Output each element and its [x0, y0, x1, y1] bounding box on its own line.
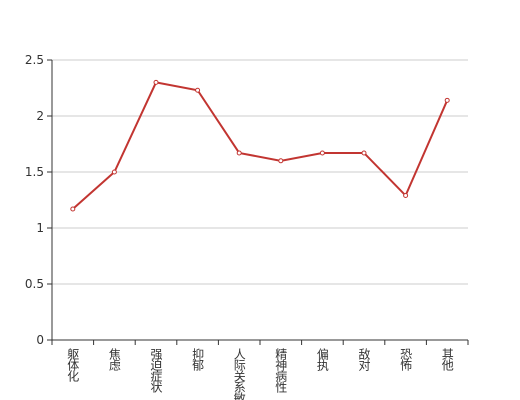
y-tick-label: 0.5 — [25, 277, 44, 291]
point — [319, 150, 325, 156]
x-tick-label: 抑郁 — [191, 347, 205, 372]
point — [403, 193, 409, 199]
y-tick-label: 0 — [36, 333, 44, 347]
y-tick-label: 1 — [36, 221, 44, 235]
x-tick-label: 其他 — [440, 348, 454, 371]
x-tick-label: 敌对 — [357, 347, 371, 371]
point — [70, 206, 76, 212]
x-tick-label: 强迫症状 — [149, 348, 163, 393]
point — [278, 158, 284, 164]
point — [111, 169, 117, 175]
x-tick-label: 偏执 — [315, 347, 329, 372]
x-tick-label: 精神病性 — [274, 348, 288, 394]
point — [153, 79, 159, 85]
point — [361, 150, 367, 156]
x-tick-label: 恐怖 — [399, 348, 413, 371]
point — [195, 87, 201, 93]
x-tick-label: 躯体化 — [66, 347, 80, 383]
point — [236, 150, 242, 156]
y-tick-label: 2.5 — [25, 53, 44, 67]
x-tick-label: 焦虑 — [107, 348, 121, 371]
x-tick-label: 人际关系敏感 — [232, 348, 246, 400]
y-tick-label: 1.5 — [25, 165, 44, 179]
point — [444, 97, 450, 103]
line — [72, 81, 449, 210]
y-tick-label: 2 — [36, 109, 44, 123]
